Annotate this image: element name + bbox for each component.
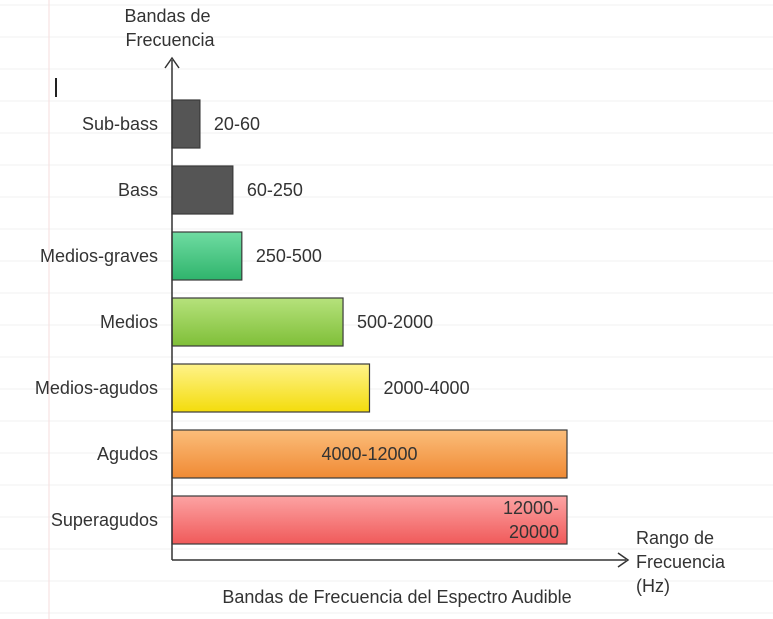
bar-superagudos: [171, 495, 568, 545]
value-label: 4000-12000: [321, 444, 417, 464]
value-label: 60-250: [247, 180, 303, 200]
bar-medios-agudos: [171, 363, 371, 413]
value-label: 500-2000: [357, 312, 433, 332]
value-label: 20-60: [214, 114, 260, 134]
category-label: Medios-agudos: [35, 378, 158, 398]
bar-sub-bass: [171, 99, 201, 149]
category-label: Medios-graves: [40, 246, 158, 266]
category-label: Superagudos: [51, 510, 158, 530]
value-label: 2000-4000: [384, 378, 470, 398]
chart-title: Bandas de Frecuencia del Espectro Audibl…: [222, 587, 571, 607]
text-cursor: [55, 78, 57, 97]
bar-bass: [171, 165, 234, 215]
value-label: 12000-20000: [503, 498, 559, 542]
category-label: Sub-bass: [82, 114, 158, 134]
bar-medios: [171, 297, 344, 347]
category-label: Bass: [118, 180, 158, 200]
category-label: Medios: [100, 312, 158, 332]
bar-agudos: [171, 429, 568, 479]
bar-medios-graves: [171, 231, 243, 281]
category-label: Agudos: [97, 444, 158, 464]
x-axis-arrow-icon: [617, 552, 630, 568]
x-axis-label: Rango de Frecuencia (Hz): [636, 528, 730, 596]
value-label: 250-500: [256, 246, 322, 266]
y-axis-arrow-icon: [164, 56, 180, 69]
y-axis-label: Bandas de Frecuencia: [124, 6, 215, 50]
